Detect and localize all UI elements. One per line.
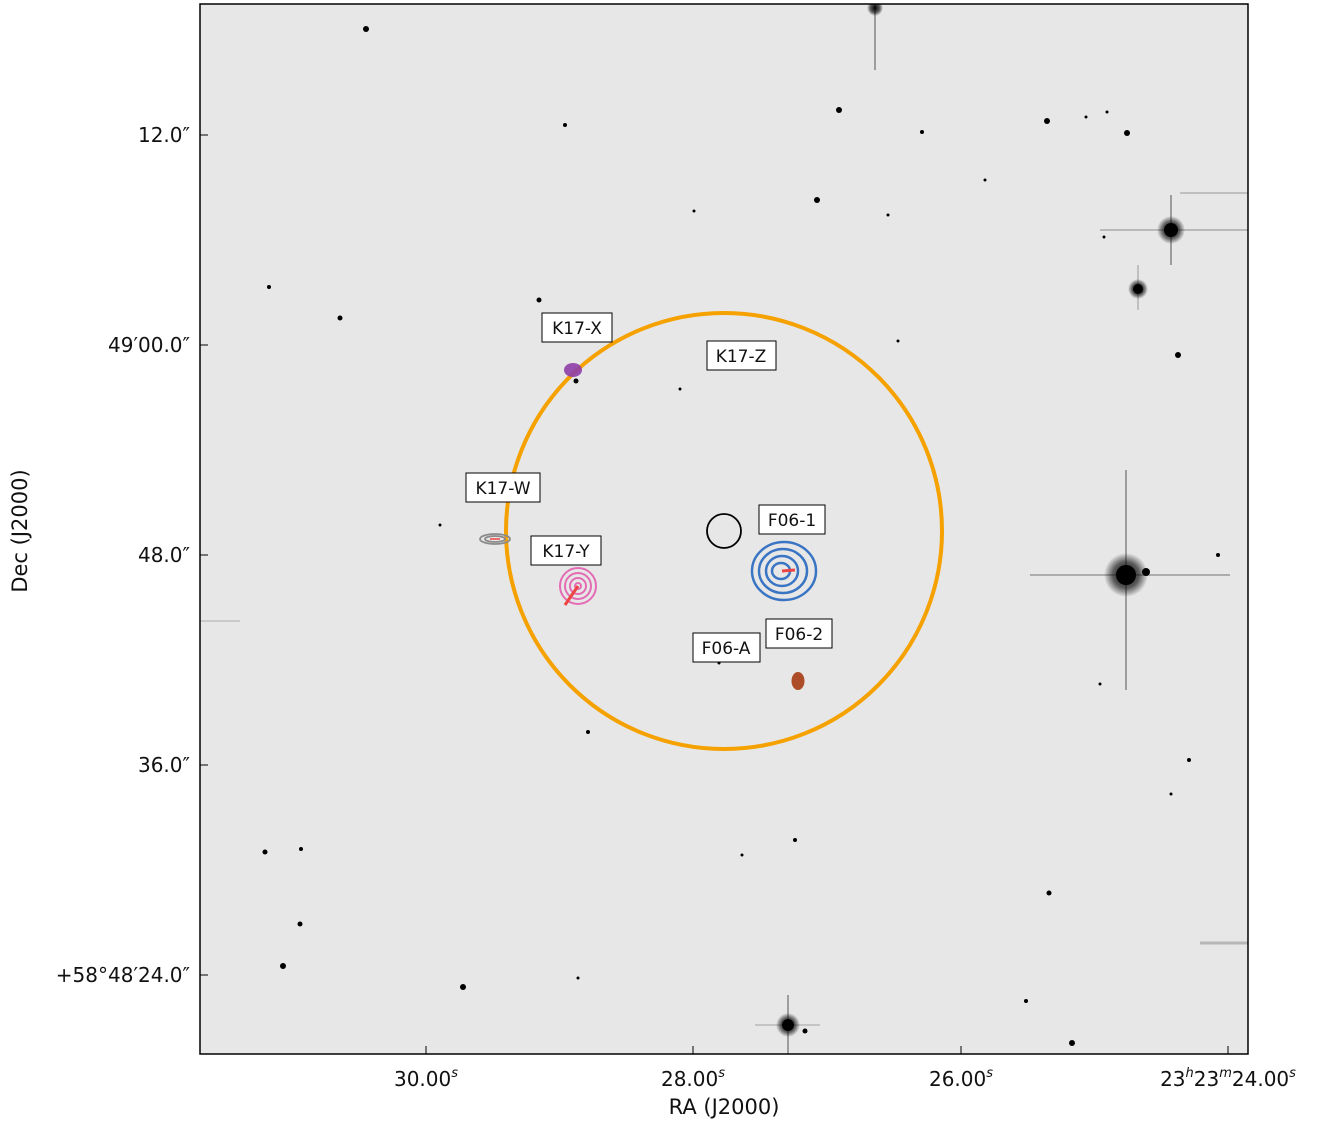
svg-text:K17-Z: K17-Z xyxy=(716,347,767,367)
svg-text:K17-W: K17-W xyxy=(475,479,530,499)
y-tick-label: +58°48′24.0″ xyxy=(56,963,190,987)
bright-star xyxy=(1100,195,1248,265)
search-circle xyxy=(504,311,944,751)
svg-text:F06-A: F06-A xyxy=(702,639,751,659)
y-tick-label: 48.0″ xyxy=(138,543,190,567)
y-tick-label: 49′00.0″ xyxy=(108,333,190,357)
x-tick-label: 30.00s xyxy=(394,1066,458,1091)
x-tick-label: 26.00s xyxy=(929,1066,993,1091)
tick-marks xyxy=(200,134,1229,1054)
source-label-k17-x: K17-X xyxy=(541,312,613,343)
star-field xyxy=(200,4,1248,1054)
plot-frame xyxy=(199,3,1249,1055)
center-marker-circle xyxy=(706,513,742,549)
f06-1-contours xyxy=(750,540,818,602)
k17-y-contours xyxy=(559,567,597,605)
svg-text:F06-1: F06-1 xyxy=(768,511,816,531)
k17-y-arrow xyxy=(563,585,580,606)
x-tick-label: 23h23m24.00s xyxy=(1160,1066,1296,1091)
bright-star xyxy=(755,995,820,1054)
svg-text:F06-2: F06-2 xyxy=(775,625,823,645)
faint-stars xyxy=(262,26,1220,1046)
source-label-k17-z: K17-Z xyxy=(706,340,777,371)
source-label-k17-y: K17-Y xyxy=(530,535,602,566)
x-axis-title: RA (J2000) xyxy=(669,1095,780,1119)
y-tick-label: 12.0″ xyxy=(138,123,190,147)
bright-star xyxy=(1030,470,1230,690)
svg-text:K17-Y: K17-Y xyxy=(542,542,590,562)
y-axis-title: Dec (J2000) xyxy=(8,469,32,592)
k17-x-blob xyxy=(564,363,582,377)
f06-1-arrow xyxy=(781,568,796,573)
source-label-k17-w: K17-W xyxy=(465,472,541,503)
source-label-f06-1: F06-1 xyxy=(758,504,826,535)
k17-w-contours xyxy=(479,533,511,545)
y-tick-label: 36.0″ xyxy=(138,753,190,777)
source-label-f06-a: F06-A xyxy=(692,632,761,663)
svg-text:K17-X: K17-X xyxy=(552,319,602,339)
f06-2-blob xyxy=(791,672,805,690)
x-tick-label: 28.00s xyxy=(661,1066,725,1091)
bright-star xyxy=(867,4,883,70)
source-label-f06-2: F06-2 xyxy=(765,618,833,649)
bright-star xyxy=(1128,265,1148,310)
image-background xyxy=(200,4,1248,1054)
